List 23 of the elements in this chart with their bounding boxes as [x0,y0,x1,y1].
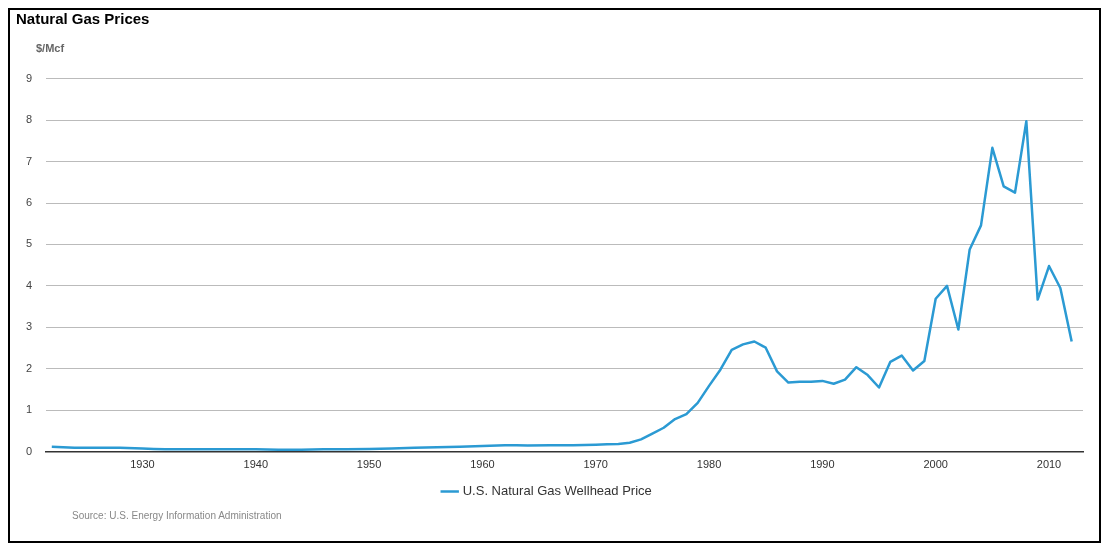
x-tick-label: 2000 [923,458,948,471]
chart-title: Natural Gas Prices [15,10,151,28]
x-tick-label: 1980 [696,458,722,471]
y-axis-title: $/Mcf [35,41,66,56]
legend-label: U.S. Natural Gas Wellhead Price [462,483,652,499]
y-tick-label: 3 [25,320,33,333]
y-tick-label: 4 [25,278,33,291]
y-tick-label: 1 [25,403,33,416]
y-tick-label: 0 [25,444,33,457]
y-tick-label: 2 [25,361,33,374]
y-tick-label: 6 [25,196,33,209]
x-tick-label: 1950 [356,458,382,471]
source-note: Source: U.S. Energy Information Administration [71,509,283,521]
x-tick-label: 1930 [130,458,155,471]
y-tick-label: 9 [25,71,33,84]
x-tick-label: 1940 [243,458,268,471]
y-tick-label: 7 [25,154,33,167]
y-tick-label: 5 [25,237,33,250]
y-tick-label: 8 [25,113,33,126]
x-tick-label: 2010 [1036,458,1062,471]
x-tick-label: 1970 [583,458,608,471]
x-tick-label: 1960 [470,458,495,471]
x-tick-label: 1990 [810,458,835,471]
